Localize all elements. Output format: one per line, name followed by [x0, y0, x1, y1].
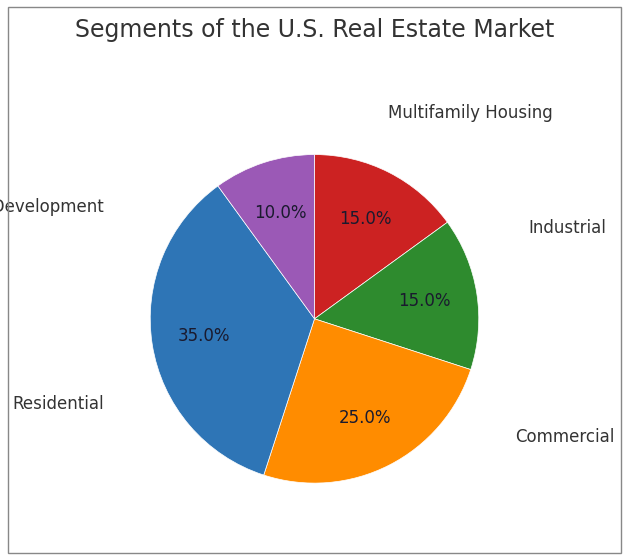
- Text: Residential: Residential: [13, 395, 104, 413]
- Text: Commercial: Commercial: [515, 428, 615, 446]
- Text: 15.0%: 15.0%: [399, 292, 451, 310]
- Text: Multifamily Housing: Multifamily Housing: [389, 105, 553, 123]
- Wedge shape: [218, 155, 314, 319]
- Title: Segments of the U.S. Real Estate Market: Segments of the U.S. Real Estate Market: [75, 17, 554, 41]
- Wedge shape: [150, 186, 314, 475]
- Text: 15.0%: 15.0%: [339, 211, 391, 228]
- Text: Land & Development: Land & Development: [0, 198, 104, 216]
- Wedge shape: [314, 155, 447, 319]
- Text: 10.0%: 10.0%: [253, 204, 306, 222]
- Wedge shape: [314, 222, 479, 370]
- Text: Industrial: Industrial: [528, 220, 606, 237]
- Text: 35.0%: 35.0%: [178, 327, 230, 346]
- Text: 25.0%: 25.0%: [339, 409, 391, 427]
- Wedge shape: [264, 319, 470, 483]
